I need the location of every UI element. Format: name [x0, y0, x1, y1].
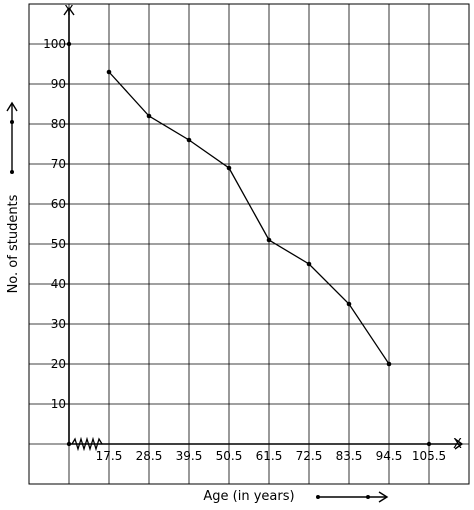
x-direction-dot [366, 495, 370, 499]
y-tick-label: 50 [51, 237, 66, 251]
series-line [106, 69, 392, 367]
grid [28, 3, 470, 485]
data-point [266, 237, 272, 243]
x-tick-label: 83.5 [336, 449, 363, 463]
data-line [108, 71, 390, 365]
ticks: 10 20 30 40 50 60 70 80 90 100 17.5 28.5 39.5 50.5 61.… [43, 37, 446, 463]
data-point [346, 301, 352, 307]
x-tick-label: 72.5 [296, 449, 323, 463]
y-tick-label: 20 [51, 357, 66, 371]
data-point [306, 261, 312, 267]
y-axis-title: No. of students [6, 194, 21, 293]
data-point [226, 165, 232, 171]
direction-arrows [6, 101, 389, 503]
x-tick-label: 28.5 [136, 449, 163, 463]
data-point [186, 137, 192, 143]
y-axis-arrow [63, 6, 75, 16]
y-tick-label: 30 [51, 317, 66, 331]
axis-titles: Age (in years) No. of students X Y [6, 4, 462, 504]
y-tick-label: 90 [51, 77, 66, 91]
y-tick-label: 80 [51, 117, 66, 131]
data-point [386, 361, 392, 367]
x-tick-label: 17.5 [96, 449, 123, 463]
x-direction-dot [316, 495, 320, 499]
data-point [146, 113, 152, 119]
x-tick-label: 61.5 [256, 449, 283, 463]
axis-break-zigzag [71, 436, 103, 452]
data-point [106, 69, 112, 75]
x-axis-end-point [426, 441, 432, 447]
y-tick-label: 60 [51, 197, 66, 211]
y-tick-label: 40 [51, 277, 66, 291]
y-direction-dot [10, 120, 14, 124]
y-axis-letter: Y [64, 4, 73, 19]
y-tick-label: 70 [51, 157, 66, 171]
y-tick-label: 100 [43, 37, 66, 51]
x-axis-title: Age (in years) [203, 489, 294, 504]
x-tick-label: 39.5 [176, 449, 203, 463]
axes [63, 6, 464, 452]
x-tick-label: 50.5 [216, 449, 243, 463]
y-direction-arrowhead [6, 101, 18, 112]
x-axis-letter: X [453, 437, 462, 452]
x-axis-arrow [454, 438, 464, 450]
x-tick-label: 105.5 [412, 449, 446, 463]
y-tick-label: 10 [51, 397, 66, 411]
origin-point [66, 441, 72, 447]
x-direction-arrowhead [378, 491, 389, 503]
y-direction-dot [10, 170, 14, 174]
x-tick-label: 94.5 [376, 449, 403, 463]
